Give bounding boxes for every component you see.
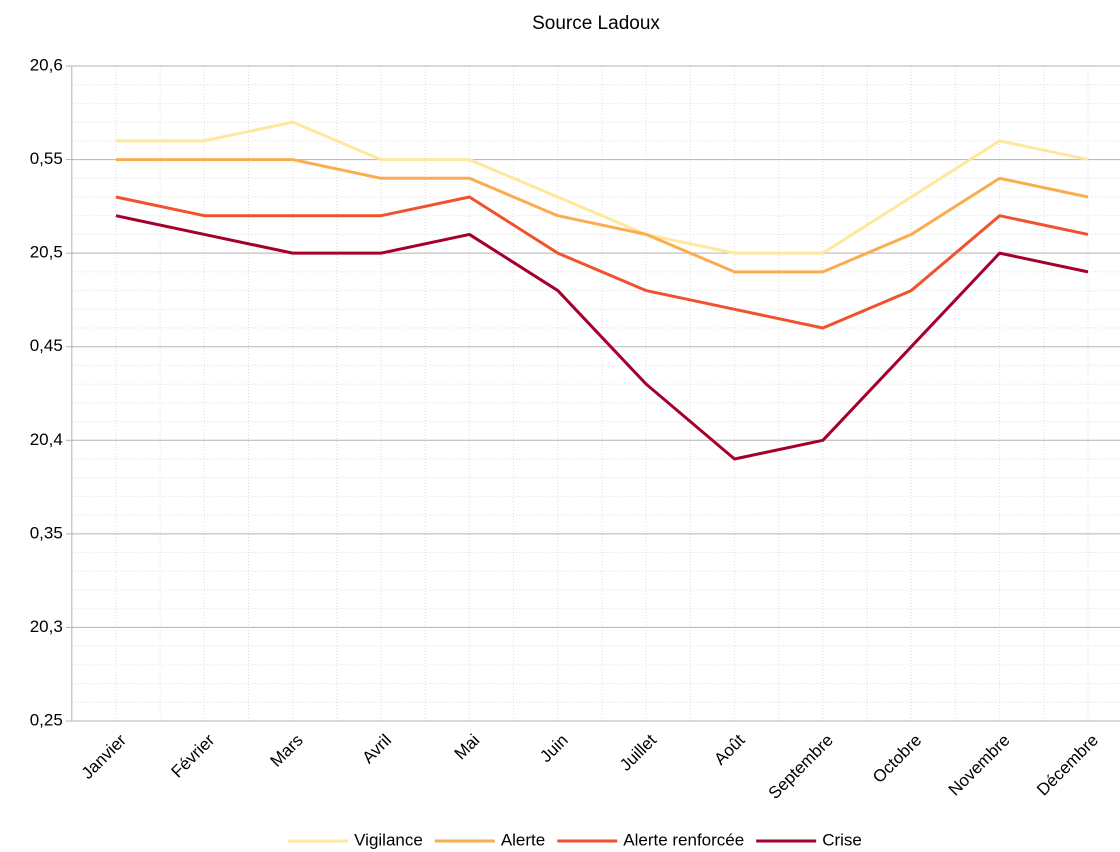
- chart-title: Source Ladoux: [532, 13, 660, 34]
- y-tick-label: 0,25: [30, 710, 63, 729]
- y-tick-label: 20,4: [30, 430, 63, 449]
- x-tick-label: Mai: [451, 731, 484, 764]
- y-tick-label: 20,5: [30, 243, 63, 262]
- legend-label: Alerte: [501, 830, 545, 849]
- x-tick-label: Juillet: [616, 730, 660, 774]
- x-tick-label: Mars: [267, 731, 307, 771]
- legend: Vigilance Alerte Alerte renforcée Crise: [288, 830, 862, 849]
- y-tick-label: 0,45: [30, 336, 63, 355]
- y-tick-label: 20,3: [30, 617, 63, 636]
- x-tick-label: Janvier: [78, 730, 130, 782]
- y-tick-label: 20,6: [30, 55, 63, 74]
- x-tick-label: Juin: [536, 731, 571, 766]
- x-tick-label: Octobre: [869, 731, 925, 787]
- line-series: [115, 158, 1089, 274]
- x-tick-label: Août: [710, 730, 748, 768]
- x-tick-label: Novembre: [945, 731, 1014, 800]
- x-tick-label: Septembre: [765, 731, 837, 803]
- x-tick-label: Décembre: [1033, 731, 1102, 800]
- line-series: [115, 195, 1089, 330]
- legend-label: Alerte renforcée: [623, 830, 744, 849]
- legend-label: Vigilance: [354, 830, 423, 849]
- y-tick-label: 0,55: [30, 149, 63, 168]
- x-tick-label: Février: [167, 730, 218, 781]
- line-series: [115, 214, 1089, 461]
- line-series: [115, 120, 1089, 255]
- y-tick-label: 0,35: [30, 523, 63, 542]
- x-tick-label: Avril: [358, 731, 395, 768]
- legend-label: Crise: [822, 830, 862, 849]
